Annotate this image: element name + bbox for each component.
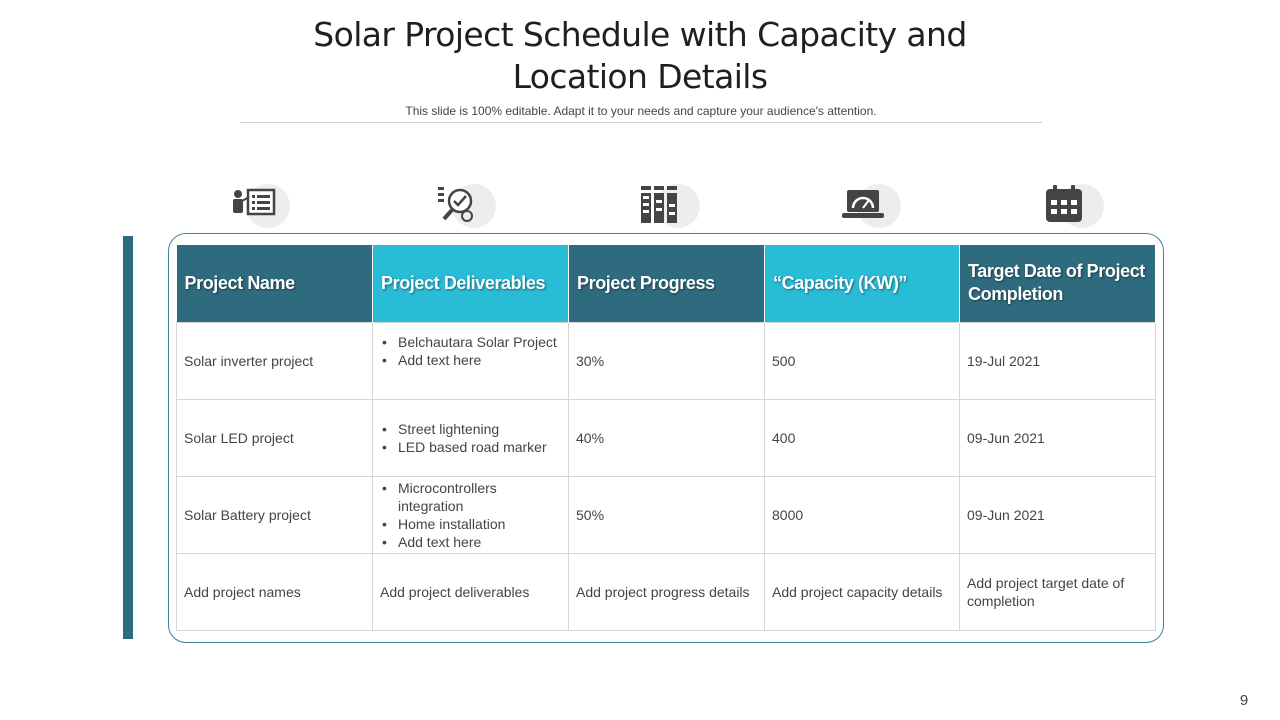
cell-target-date: 09-Jun 2021 bbox=[959, 475, 1156, 554]
header-capacity: “Capacity (KW)” bbox=[764, 245, 960, 322]
project-schedule-table: Project Name Project Deliverables Projec… bbox=[176, 245, 1156, 631]
table-header-row: Project Name Project Deliverables Projec… bbox=[176, 245, 1156, 322]
column-icon-3 bbox=[622, 180, 712, 228]
header-project-name: Project Name bbox=[176, 245, 373, 322]
slide-subtitle: This slide is 100% editable. Adapt it to… bbox=[405, 104, 877, 118]
table-row: Solar Battery project Microcontrollers i… bbox=[176, 475, 1156, 554]
bar-grid-icon bbox=[641, 186, 677, 223]
title-line-2: Location Details bbox=[512, 57, 768, 96]
table-row: Solar LED project Street lightening LED … bbox=[176, 398, 1156, 477]
column-icon-2 bbox=[418, 180, 508, 228]
cell-target-date: 19-Jul 2021 bbox=[959, 321, 1156, 400]
cell-progress: 30% bbox=[568, 321, 765, 400]
deliverable-item: Add text here bbox=[380, 351, 561, 369]
table-row: Solar inverter project Belchautara Solar… bbox=[176, 321, 1156, 400]
deliverable-item: Street lightening bbox=[380, 420, 561, 438]
deliverable-item: Microcontrollers integration bbox=[380, 479, 561, 515]
page-number: 9 bbox=[1239, 692, 1249, 709]
cell-capacity: Add project capacity details bbox=[764, 552, 960, 631]
cell-project-name: Solar Battery project bbox=[176, 475, 373, 554]
cell-project-name: Solar inverter project bbox=[176, 321, 373, 400]
column-icon-4 bbox=[823, 180, 913, 228]
cell-progress: 40% bbox=[568, 398, 765, 477]
cell-target-date: Add project target date of completion bbox=[959, 552, 1156, 631]
deliverable-item: Add text here bbox=[380, 533, 561, 551]
deliverable-item: LED based road marker bbox=[380, 438, 561, 456]
header-project-deliverables: Project Deliverables bbox=[372, 245, 569, 322]
cell-deliverables: Belchautara Solar Project Add text here bbox=[372, 321, 569, 400]
cell-project-name: Add project names bbox=[176, 552, 373, 631]
cell-deliverables: Street lightening LED based road marker bbox=[372, 398, 569, 477]
laptop-gauge-icon bbox=[842, 190, 884, 218]
cell-progress: 50% bbox=[568, 475, 765, 554]
cell-deliverables: Microcontrollers integration Home instal… bbox=[372, 475, 569, 554]
cell-capacity: 8000 bbox=[764, 475, 960, 554]
cell-target-date: 09-Jun 2021 bbox=[959, 398, 1156, 477]
subtitle-divider bbox=[240, 122, 1042, 123]
deliverable-item: Belchautara Solar Project bbox=[380, 333, 561, 351]
cell-progress: Add project progress details bbox=[568, 552, 765, 631]
column-icon-5 bbox=[1026, 180, 1116, 228]
cell-project-name: Solar LED project bbox=[176, 398, 373, 477]
table-frame bbox=[168, 233, 1164, 643]
table-row: Add project names Add project deliverabl… bbox=[176, 552, 1156, 631]
cell-capacity: 500 bbox=[764, 321, 960, 400]
title-line-1: Solar Project Schedule with Capacity and bbox=[313, 15, 967, 54]
calendar-icon bbox=[1046, 185, 1082, 222]
column-icon-1 bbox=[212, 180, 302, 228]
slide-title: Solar Project Schedule with Capacity and… bbox=[240, 14, 1040, 98]
header-target-date: Target Date of Project Completion bbox=[959, 245, 1156, 322]
deliverable-item: Home installation bbox=[380, 515, 561, 533]
header-project-progress: Project Progress bbox=[568, 245, 765, 322]
cell-capacity: 400 bbox=[764, 398, 960, 477]
cell-deliverables: Add project deliverables bbox=[372, 552, 569, 631]
checklist-magnifier-icon bbox=[438, 187, 473, 222]
presentation-board-icon bbox=[233, 188, 276, 216]
accent-bar bbox=[123, 236, 133, 639]
